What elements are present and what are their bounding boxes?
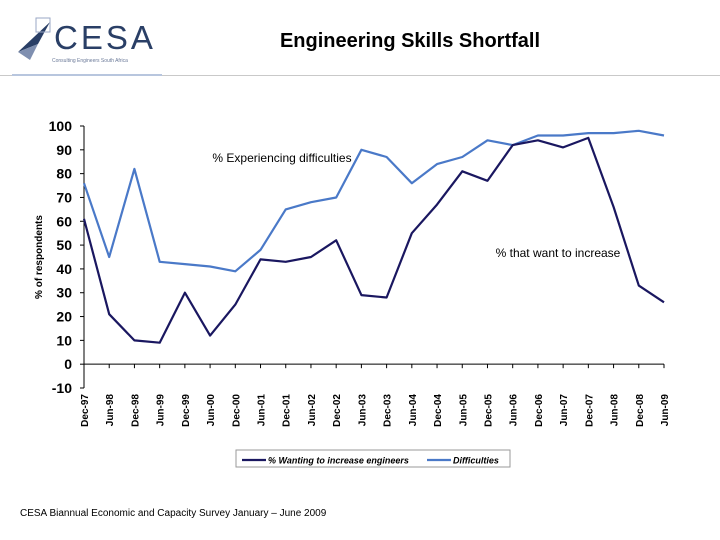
x-tick-label: Jun-98 [105,394,116,427]
y-axis-title: % of respondents [34,215,45,299]
x-tick-label: Jun-09 [660,394,671,427]
x-tick-label: Dec-06 [534,394,545,427]
source-footer: CESA Biannual Economic and Capacity Surv… [20,508,327,519]
x-tick-label: Dec-00 [231,394,242,427]
y-tick-label: 70 [56,189,72,205]
y-tick-label: 50 [56,237,72,253]
y-tick-label: 0 [64,356,72,372]
x-tick-label: Jun-05 [458,394,469,427]
logo-wordmark: CESA [54,19,156,56]
page-title: Engineering Skills Shortfall [279,30,541,52]
x-tick-label: Dec-98 [130,394,141,427]
y-tick-label: 40 [56,261,72,277]
x-tick-label: Dec-01 [282,394,293,427]
logo-mark-icon [18,17,51,60]
legend-box [235,449,511,468]
y-tick-label: 60 [56,213,72,229]
y-tick-label: 90 [56,142,72,158]
cesa-logo: CESA Consulting Engineers South Africa [14,14,164,70]
x-tick-label: Jun-01 [257,394,268,427]
x-tick-label: Dec-03 [383,394,394,427]
header-divider [0,75,720,76]
y-tick-label: -10 [52,380,72,396]
x-tick-label: Dec-08 [635,394,646,427]
x-tick-label: Dec-04 [433,394,444,427]
x-tick-label: Jun-00 [206,394,217,427]
series-line-increase [82,136,665,344]
x-tick-label: Jun-03 [357,394,368,427]
y-tick-label: 100 [49,118,73,134]
x-tick-label: Jun-08 [610,394,621,427]
x-tick-label: Jun-07 [559,394,570,427]
x-tick-label: Dec-99 [181,394,192,427]
series-line-difficulties [82,129,665,273]
logo-tagline: Consulting Engineers South Africa [52,58,128,64]
x-tick-label: Jun-99 [156,394,167,427]
x-tick-label: Dec-05 [483,394,494,427]
legend-label-difficulties: Difficulties [453,456,499,466]
y-tick-label: 30 [56,285,72,301]
annotation-increase: % that want to increase [496,246,621,260]
annotation-difficulties: % Experiencing difficulties [212,151,351,165]
y-tick-label: 80 [56,166,72,182]
x-tick-label: Dec-02 [332,394,343,427]
x-tick-label: Jun-04 [408,394,419,427]
header-divider-accent [12,74,162,76]
x-tick-label: Dec-07 [584,394,595,427]
x-tick-label: Jun-02 [307,394,318,427]
y-tick-label: 10 [56,332,72,348]
x-tick-label: Jun-06 [509,394,520,427]
x-tick-label: Dec-97 [80,394,91,427]
legend-label-increase: % Wanting to increase engineers [268,456,409,466]
y-tick-label: 20 [56,309,72,325]
